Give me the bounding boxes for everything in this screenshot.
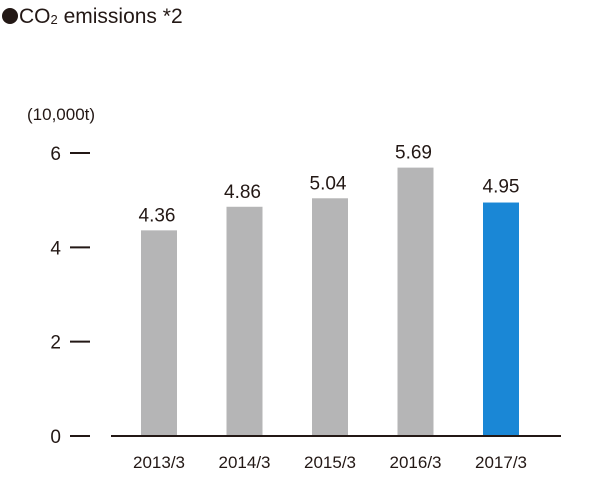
value-label: 4.86 (224, 182, 261, 203)
value-label: 4.95 (483, 177, 520, 198)
bar-2013-3 (141, 230, 177, 436)
bars-group (141, 167, 519, 436)
bar-2015-3 (312, 198, 348, 436)
bullet-dot-icon (2, 8, 18, 24)
value-label: 5.69 (395, 143, 432, 164)
x-tick-label: 2017/3 (475, 453, 527, 472)
title-subscript: 2 (50, 12, 58, 27)
x-axis-labels: 2013/3 2014/3 2015/3 2016/3 2017/3 (133, 453, 527, 472)
y-tick-label: 0 (50, 427, 61, 448)
x-tick-label: 2015/3 (304, 453, 356, 472)
title-prefix: CO (19, 5, 51, 28)
bar-2014-3 (226, 206, 263, 436)
chart-title: CO2 emissions *2 (2, 4, 183, 33)
x-tick-label: 2016/3 (390, 453, 442, 472)
x-tick-label: 2014/3 (219, 453, 271, 472)
y-tick-label: 6 (50, 144, 61, 165)
value-label: 5.04 (310, 173, 347, 194)
x-tick-label: 2013/3 (133, 453, 185, 472)
bar-2017-3 (483, 202, 519, 436)
y-axis-unit-label: (10,000t) (27, 105, 95, 124)
y-axis: 0 2 4 6 (50, 144, 90, 448)
title-suffix: emissions *2 (57, 5, 183, 28)
value-label: 4.36 (139, 205, 176, 226)
bar-2016-3 (397, 167, 434, 436)
y-tick-label: 2 (50, 333, 61, 354)
y-tick-label: 4 (50, 238, 61, 259)
value-labels: 4.36 4.86 5.04 5.69 4.95 (139, 143, 520, 227)
